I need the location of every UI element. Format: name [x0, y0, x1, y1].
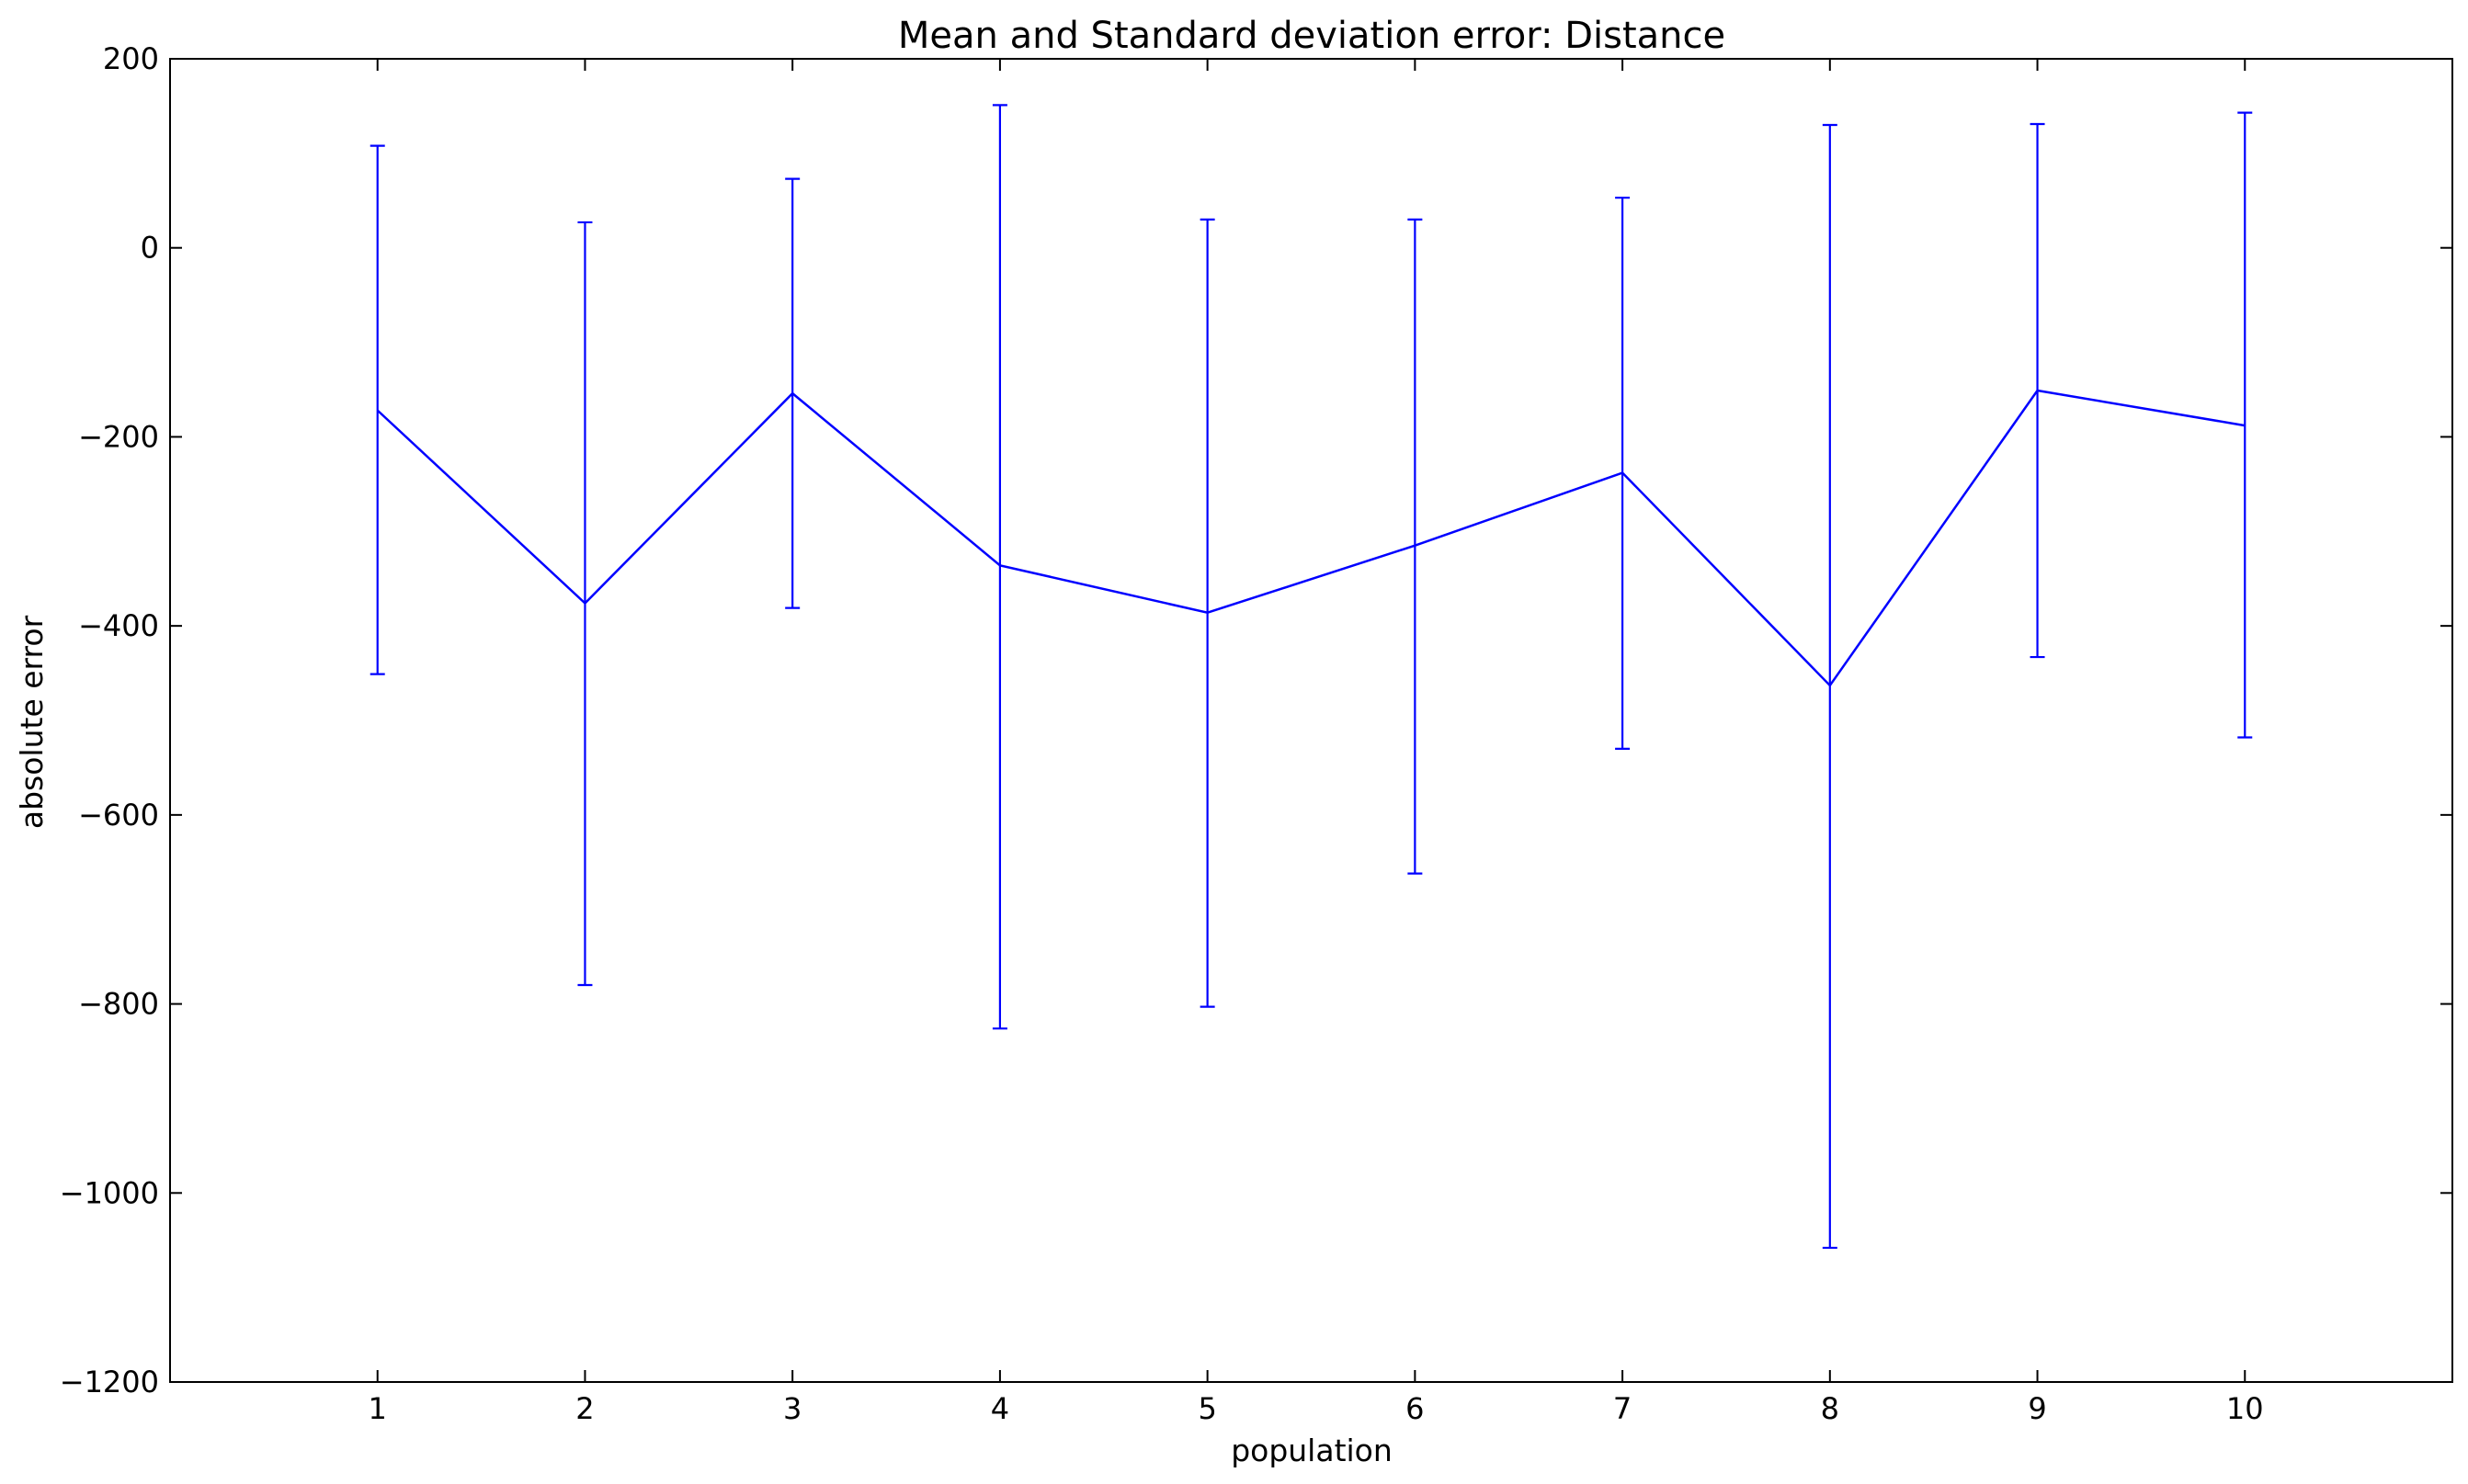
y-tick-label: −400 [78, 608, 159, 643]
x-tick-label: 4 [991, 1391, 1009, 1426]
x-tick-label: 2 [575, 1391, 594, 1426]
x-tick-label: 7 [1613, 1391, 1632, 1426]
plot-frame [169, 58, 2453, 1383]
x-tick-label: 5 [1198, 1391, 1216, 1426]
x-axis-label: population [1231, 1433, 1393, 1468]
x-tick-label: 8 [1821, 1391, 1839, 1426]
x-tick-label: 6 [1405, 1391, 1424, 1426]
y-tick-label: −1200 [60, 1365, 159, 1399]
y-tick-label: −200 [78, 419, 159, 454]
y-tick-label: −600 [78, 798, 159, 833]
series-line-0 [376, 389, 2246, 687]
y-tick-label: 200 [103, 41, 159, 76]
y-tick-label: 0 [141, 231, 159, 266]
x-tick-label: 3 [783, 1391, 802, 1426]
y-tick-label: −800 [78, 987, 159, 1022]
y-axis: 200 0 −200 −400 −600 −800 −1000 −1200 [60, 41, 2452, 1399]
x-tick-label: 1 [369, 1391, 387, 1426]
x-axis: 1 2 3 4 5 6 7 8 9 10 [369, 59, 2264, 1426]
y-tick-label: −1000 [60, 1175, 159, 1210]
y-axis-label: absolute error [14, 615, 50, 829]
x-tick-label: 9 [2028, 1391, 2046, 1426]
plot-area [370, 104, 2253, 1250]
x-tick-label: 10 [2226, 1391, 2264, 1426]
chart-title: Mean and Standard deviation error: Dista… [898, 15, 1725, 57]
